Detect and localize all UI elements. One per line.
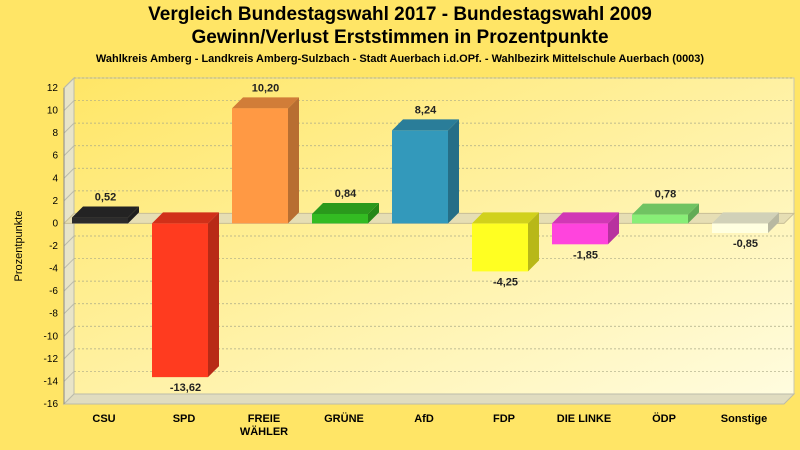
bar-top xyxy=(392,119,459,131)
y-tick-label: -2 xyxy=(49,241,58,252)
data-label: 0,52 xyxy=(95,192,116,204)
bar-top xyxy=(152,212,219,224)
bar-top xyxy=(312,202,379,214)
y-tick-label: 2 xyxy=(52,196,58,207)
bar xyxy=(632,214,688,224)
bar-side xyxy=(208,212,219,378)
data-label: -1,85 xyxy=(573,249,598,261)
data-label: 8,24 xyxy=(415,104,437,116)
gridline-side xyxy=(63,325,75,337)
y-tick-label: 0 xyxy=(52,218,58,229)
gridline-side xyxy=(63,167,75,179)
x-tick-label: DIE LINKE xyxy=(557,413,611,425)
bar-side xyxy=(448,119,459,224)
x-tick-label: GRÜNE xyxy=(324,412,364,425)
bar-top xyxy=(552,212,619,224)
gridline-side xyxy=(63,280,75,292)
x-tick-label: CSU xyxy=(92,413,115,425)
y-tick-label: -4 xyxy=(49,264,58,275)
y-tick-label: 6 xyxy=(52,151,58,162)
bar xyxy=(472,223,528,272)
x-tick-label: ÖDP xyxy=(652,412,676,425)
data-label: 0,78 xyxy=(655,189,676,201)
chart-subtitle: Gewinn/Verlust Erststimmen in Prozentpun… xyxy=(191,27,609,48)
chart-title: Vergleich Bundestagswahl 2017 - Bundesta… xyxy=(148,4,652,25)
bar-side xyxy=(528,212,539,272)
bar-top xyxy=(712,212,779,224)
bar xyxy=(392,130,448,224)
bar xyxy=(152,223,208,378)
y-tick-label: 4 xyxy=(52,173,58,184)
gridline-side xyxy=(63,371,75,382)
plot-floor xyxy=(62,393,796,405)
bar-top xyxy=(472,212,539,224)
x-tick-label: AfD xyxy=(414,413,434,425)
bar-side xyxy=(368,202,379,224)
bar xyxy=(712,223,768,234)
gridline-side xyxy=(63,190,75,202)
bar-top xyxy=(232,97,299,109)
gridline-side xyxy=(63,145,75,157)
gridline-side xyxy=(63,100,75,111)
data-label: -4,25 xyxy=(493,276,518,288)
x-tick-label: WÄHLER xyxy=(240,425,288,438)
bar-side xyxy=(608,212,619,245)
y-tick-label: -6 xyxy=(49,286,58,297)
y-tick-label: 8 xyxy=(52,128,58,139)
data-label: -0,85 xyxy=(733,238,758,250)
gridline-side xyxy=(63,348,75,360)
data-label: 0,84 xyxy=(335,188,357,200)
x-tick-label: FDP xyxy=(493,413,515,425)
bar xyxy=(312,213,368,224)
x-tick-label: FREIE xyxy=(248,413,280,425)
bar-side xyxy=(288,97,299,224)
gridline-side xyxy=(63,303,75,315)
y-tick-label: -14 xyxy=(44,376,59,387)
y-tick-label: 12 xyxy=(47,83,59,94)
gridline-side xyxy=(63,77,75,89)
gridline-side xyxy=(63,258,75,269)
data-label: -13,62 xyxy=(170,382,201,394)
bar-side xyxy=(768,212,779,234)
bar-side xyxy=(688,203,699,224)
y-tick-label: -10 xyxy=(44,331,59,342)
y-tick-label: -16 xyxy=(44,399,59,410)
y-axis-label: Prozentpunkte xyxy=(13,211,25,282)
bar-top xyxy=(632,203,699,215)
bar-side xyxy=(128,206,139,224)
y-tick-label: -8 xyxy=(49,309,58,320)
chart-caption: Wahlkreis Amberg - Landkreis Amberg-Sulz… xyxy=(95,53,705,65)
gridline-side xyxy=(63,235,75,247)
bar xyxy=(552,223,608,245)
bar-top xyxy=(72,206,139,218)
x-tick-label: Sonstige xyxy=(721,413,767,425)
x-tick-label: SPD xyxy=(173,413,196,425)
bar xyxy=(232,108,288,224)
y-tick-label: -12 xyxy=(44,354,59,365)
gridline-side xyxy=(63,122,75,134)
data-label: 10,20 xyxy=(252,82,280,94)
bar xyxy=(72,217,128,224)
y-tick-label: 10 xyxy=(47,106,59,117)
